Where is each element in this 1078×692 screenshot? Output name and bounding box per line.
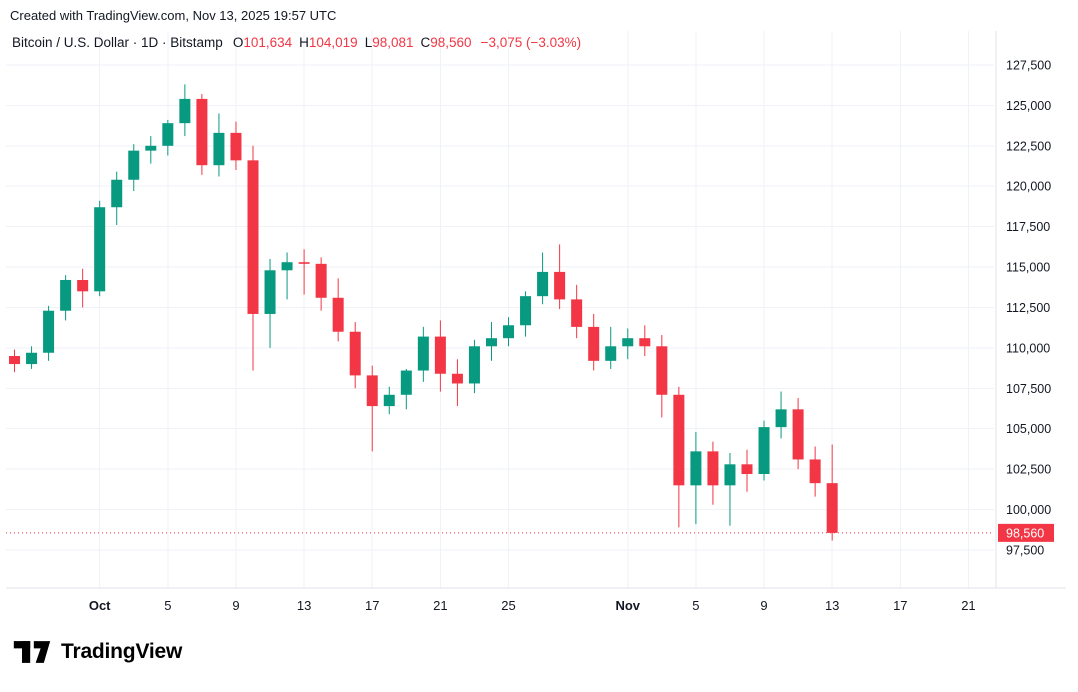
time-tick-label: 17	[365, 598, 379, 613]
change-value: −3,075 (−3.03%)	[480, 35, 582, 50]
tradingview-wordmark[interactable]: TradingView	[61, 640, 183, 663]
time-tick-label: 5	[164, 598, 171, 613]
candle	[366, 365, 378, 452]
attribution-note: Created with TradingView.com, Nov 13, 20…	[10, 8, 337, 23]
candle	[639, 325, 651, 356]
candle	[758, 420, 770, 481]
candle	[315, 257, 327, 311]
candle	[417, 326, 429, 382]
grid	[6, 31, 994, 588]
candle	[434, 320, 446, 392]
candle	[383, 386, 395, 415]
candle	[281, 252, 293, 300]
candle	[826, 444, 838, 541]
time-tick-label: 21	[961, 598, 975, 613]
candle	[77, 268, 89, 308]
candle	[554, 244, 566, 310]
time-tick-label: 5	[692, 598, 699, 613]
candle	[43, 305, 55, 361]
time-tick-label: Nov	[615, 598, 640, 613]
candle	[298, 249, 310, 295]
price-tick-label: 105,000	[1006, 422, 1051, 436]
candle	[809, 446, 821, 497]
candle	[162, 119, 174, 156]
price-tick-label: 115,000	[1006, 261, 1050, 275]
candle	[400, 368, 412, 410]
symbol-title[interactable]: Bitcoin / U.S. Dollar · 1D · Bitstamp	[12, 35, 223, 50]
candles-layer	[9, 84, 838, 541]
time-axis[interactable]: Oct 5 9 13 17 21 25 Nov 5 9 13 17 21	[6, 588, 1066, 623]
candle	[690, 431, 702, 525]
candle	[145, 136, 157, 164]
candle	[230, 121, 242, 171]
chart-container: 127,500 125,000 122,500 120,000 117,500 115,0…	[6, 31, 1066, 623]
price-tick-label: 102,500	[1006, 463, 1051, 477]
candle	[520, 291, 532, 337]
candle	[724, 452, 736, 526]
candle	[605, 326, 617, 369]
last-price-badge-label: 98,560	[1006, 526, 1044, 540]
price-tick-label: 112,500	[1006, 301, 1050, 315]
candle	[656, 334, 668, 418]
candle	[451, 359, 463, 407]
chart-pane[interactable]	[6, 31, 994, 588]
time-tick-label: 9	[232, 598, 239, 613]
candle	[571, 284, 583, 339]
candle	[503, 317, 515, 347]
ohlc-low: L98,081	[364, 35, 414, 50]
last-price-badge: 98,560	[998, 523, 1054, 542]
candle	[741, 449, 753, 492]
footer: TradingView	[12, 639, 1078, 665]
price-tick-label: 110,000	[1006, 341, 1050, 355]
candle	[9, 349, 21, 373]
candle	[264, 258, 276, 348]
candle	[673, 386, 685, 528]
candle	[775, 391, 787, 439]
candle	[179, 84, 191, 137]
candle	[26, 346, 38, 369]
candle	[247, 145, 259, 371]
candle	[332, 278, 344, 342]
price-tick-label: 100,000	[1006, 503, 1051, 517]
candle	[468, 339, 480, 394]
candle	[213, 113, 225, 177]
candle	[707, 441, 719, 505]
time-tick-label: 13	[825, 598, 839, 613]
candle	[128, 144, 140, 192]
candle	[349, 322, 361, 389]
candle	[60, 275, 72, 321]
price-tick-label: 120,000	[1006, 180, 1051, 194]
candle	[792, 398, 804, 470]
ohlc-open: O101,634	[232, 35, 293, 50]
candle	[622, 328, 634, 360]
time-tick-label: 21	[433, 598, 447, 613]
price-axis[interactable]: 127,500 125,000 122,500 120,000 117,500 115,0…	[996, 31, 1066, 588]
chart-legend: Bitcoin / U.S. Dollar · 1D · Bitstamp O10…	[12, 35, 581, 50]
ohlc-high: H104,019	[299, 35, 358, 50]
price-tick-label: 117,500	[1006, 220, 1050, 234]
price-tick-label: 107,500	[1006, 382, 1051, 396]
price-tick-label: 125,000	[1006, 99, 1051, 113]
price-tick-label: 127,500	[1006, 58, 1051, 72]
candle	[588, 313, 600, 371]
time-tick-label: 25	[501, 598, 515, 613]
price-tick-label: 97,500	[1006, 544, 1044, 558]
candlestick-chart: 127,500 125,000 122,500 120,000 117,500 115,0…	[6, 31, 1066, 623]
ohlc-close: C98,560	[420, 35, 472, 50]
time-tick-label: 9	[760, 598, 767, 613]
candle	[537, 252, 549, 305]
price-tick-label: 122,500	[1006, 139, 1051, 153]
tradingview-logo-icon[interactable]	[12, 639, 52, 665]
page: Created with TradingView.com, Nov 13, 20…	[6, 8, 1078, 665]
candle	[111, 171, 123, 226]
time-tick-label: 13	[297, 598, 311, 613]
candle	[196, 94, 208, 175]
candle	[485, 322, 497, 361]
time-tick-label: Oct	[89, 598, 111, 613]
time-tick-label: 17	[893, 598, 907, 613]
candle	[94, 200, 106, 297]
